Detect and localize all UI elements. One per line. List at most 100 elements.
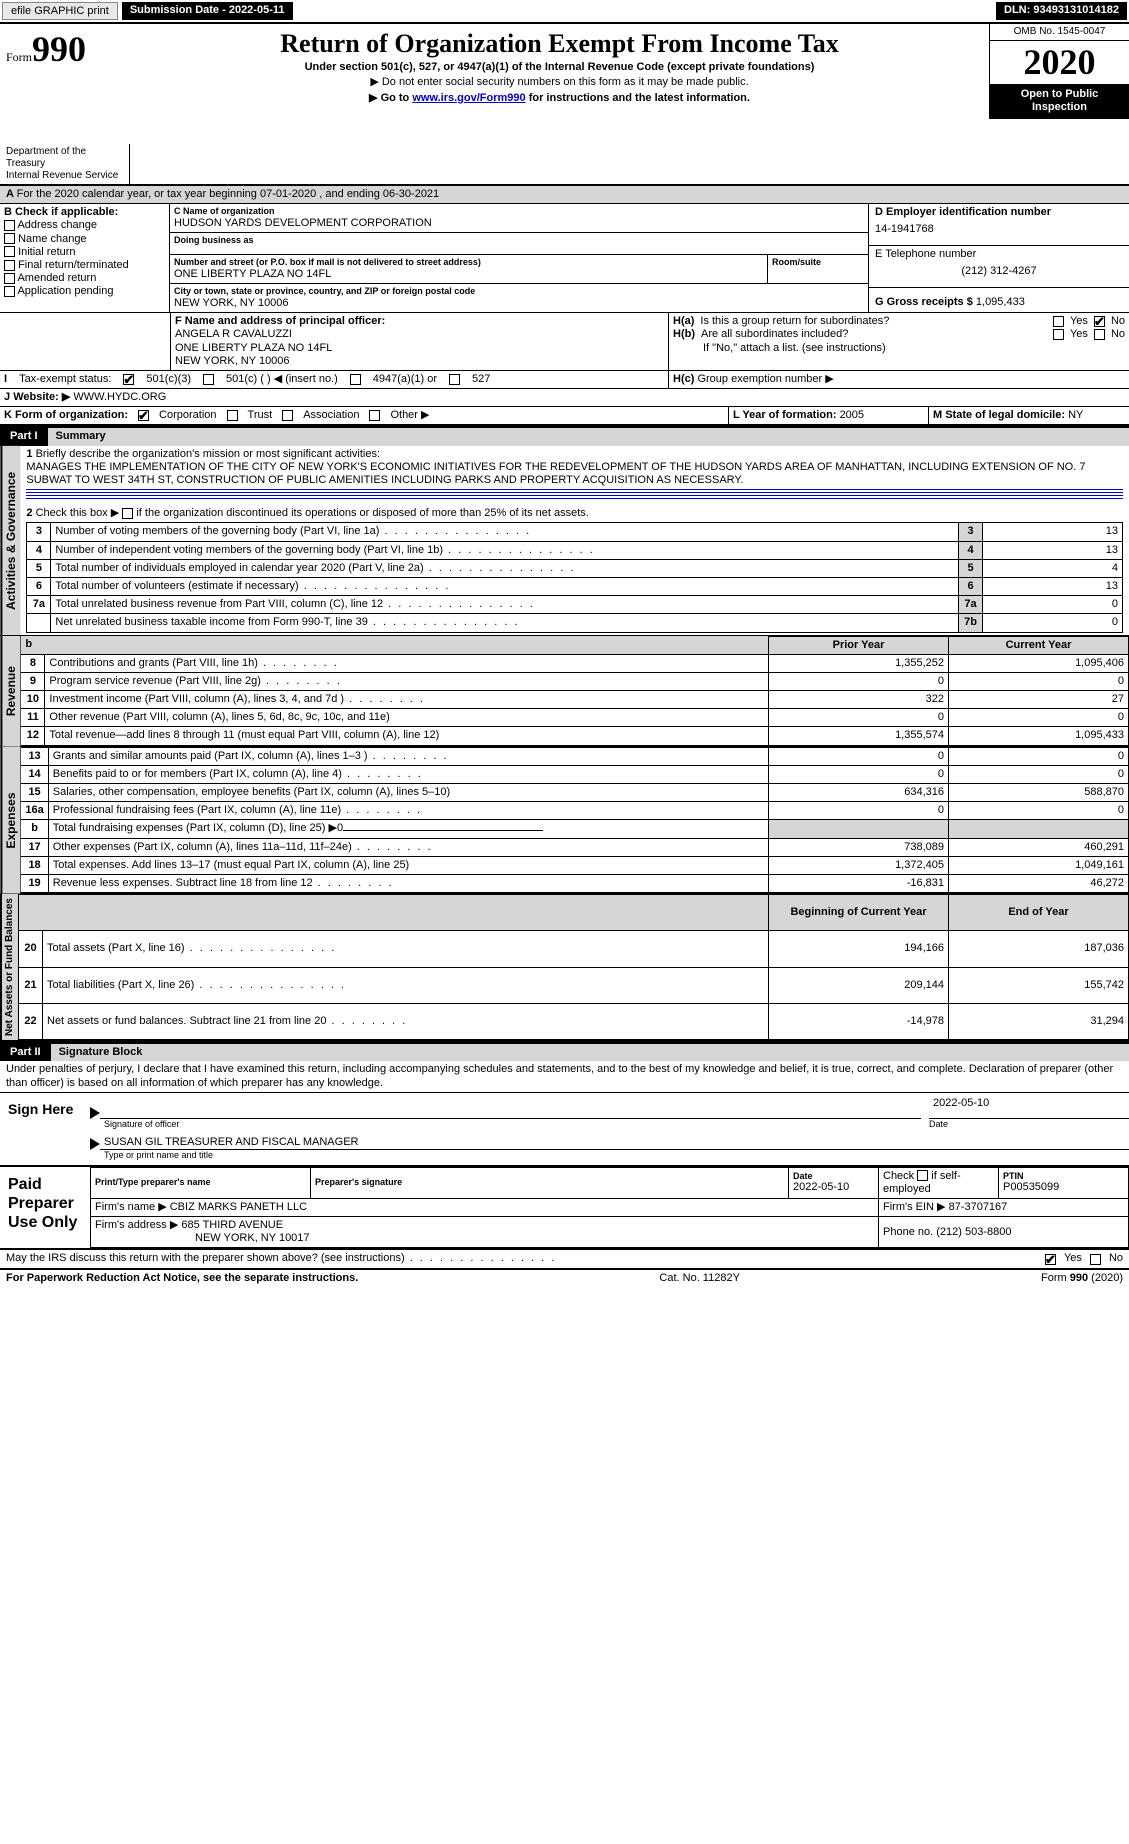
discuss-yes: Yes <box>1064 1252 1082 1265</box>
checkbox-amended[interactable] <box>4 273 15 284</box>
table-row: 14Benefits paid to or for members (Part … <box>21 765 1129 783</box>
checkbox-name-change[interactable] <box>4 233 15 244</box>
activities-governance-section: Activities & Governance 1 Briefly descri… <box>0 446 1129 636</box>
opt-501c: 501(c) ( ) ◀ (insert no.) <box>226 373 338 386</box>
net-assets-section: Net Assets or Fund Balances Beginning of… <box>0 894 1129 1042</box>
omb-number: OMB No. 1545-0047 <box>989 24 1129 41</box>
firm-ein-label: Firm's EIN ▶ <box>883 1201 949 1213</box>
arrow-icon <box>90 1138 100 1150</box>
year-formation-label: L Year of formation: <box>733 409 840 421</box>
irs-link[interactable]: www.irs.gov/Form990 <box>412 92 525 104</box>
checkbox-address-change[interactable] <box>4 220 15 231</box>
dba-label: Doing business as <box>174 235 864 246</box>
checkbox-assoc[interactable] <box>282 410 293 421</box>
ssn-warning: ▶ Do not enter social security numbers o… <box>138 76 981 89</box>
checkbox-hb-yes[interactable] <box>1053 329 1064 340</box>
paid-preparer-block: Paid Preparer Use Only Print/Type prepar… <box>0 1167 1129 1251</box>
tax-year-range: For the 2020 calendar year, or tax year … <box>17 188 440 200</box>
preparer-table: Print/Type preparer's name Preparer's si… <box>90 1167 1129 1249</box>
q1-text: Briefly describe the organization's miss… <box>36 448 380 460</box>
checkbox-discuss-yes[interactable] <box>1045 1254 1056 1265</box>
table-row: 7aTotal unrelated business revenue from … <box>27 596 1123 614</box>
mission-text: MANAGES THE IMPLEMENTATION OF THE CITY O… <box>26 461 1123 487</box>
table-row: 11Other revenue (Part VIII, column (A), … <box>21 709 1129 727</box>
table-row: 10Investment income (Part VIII, column (… <box>21 691 1129 709</box>
footer-left: For Paperwork Reduction Act Notice, see … <box>6 1272 358 1285</box>
footer: For Paperwork Reduction Act Notice, see … <box>0 1268 1129 1287</box>
checkbox-hb-no[interactable] <box>1094 329 1105 340</box>
end-year-hdr: End of Year <box>949 895 1129 931</box>
checkbox-discuss-no[interactable] <box>1090 1254 1101 1265</box>
checkbox-initial-return[interactable] <box>4 246 15 257</box>
revenue-section: Revenue bPrior YearCurrent Year 8Contrib… <box>0 636 1129 747</box>
officer-print-name: SUSAN GIL TREASURER AND FISCAL MANAGER <box>100 1136 1129 1150</box>
checkbox-ha-no[interactable] <box>1094 316 1105 327</box>
table-row: 9Program service revenue (Part VIII, lin… <box>21 672 1129 690</box>
table-row: 22Net assets or fund balances. Subtract … <box>19 1003 1129 1039</box>
begin-year-hdr: Beginning of Current Year <box>769 895 949 931</box>
identity-grid: B Check if applicable: Address change Na… <box>0 204 1129 313</box>
tax-year: 2020 <box>989 41 1129 84</box>
opt-trust: Trust <box>248 409 273 422</box>
table-row: 12Total revenue—add lines 8 through 11 (… <box>21 727 1129 745</box>
website-label: Website: ▶ <box>13 391 70 403</box>
checkbox-trust[interactable] <box>227 410 238 421</box>
city-label: City or town, state or province, country… <box>174 286 864 297</box>
opt-501c3: 501(c)(3) <box>146 373 191 386</box>
arrow-icon <box>90 1107 100 1119</box>
public-line1: Open to Public <box>1021 88 1099 100</box>
checkbox-final-return[interactable] <box>4 260 15 271</box>
table-row: 13Grants and similar amounts paid (Part … <box>21 747 1129 765</box>
checkbox-corp[interactable] <box>138 410 149 421</box>
net-assets-table: Beginning of Current YearEnd of Year 20T… <box>18 894 1129 1040</box>
q2-text: Check this box ▶ if the organization dis… <box>36 507 589 519</box>
gross-receipts-value: 1,095,433 <box>976 296 1025 308</box>
revenue-table: bPrior YearCurrent Year 8Contributions a… <box>20 636 1129 746</box>
table-row: 15Salaries, other compensation, employee… <box>21 784 1129 802</box>
checkbox-discontinued[interactable] <box>122 508 133 519</box>
table-row: 20Total assets (Part X, line 16)194,1661… <box>19 931 1129 967</box>
officer-name: ANGELA R CAVALUZZI <box>175 328 664 341</box>
line-value: 13 <box>983 523 1123 541</box>
table-row: bTotal fundraising expenses (Part IX, co… <box>21 820 1129 838</box>
table-row: 21Total liabilities (Part X, line 26)209… <box>19 967 1129 1003</box>
perjury-declaration: Under penalties of perjury, I declare th… <box>0 1061 1129 1092</box>
checkbox-self-employed[interactable] <box>917 1170 928 1181</box>
table-row: 6Total number of volunteers (estimate if… <box>27 577 1123 595</box>
row-klm: K Form of organization: Corporation Trus… <box>0 407 1129 426</box>
checkbox-other[interactable] <box>369 410 380 421</box>
dept-line2: Internal Revenue Service <box>6 170 118 181</box>
prior-year-hdr: Prior Year <box>769 636 949 654</box>
table-row: 3Number of voting members of the governi… <box>27 523 1123 541</box>
expenses-section: Expenses 13Grants and similar amounts pa… <box>0 747 1129 895</box>
checkbox-4947[interactable] <box>350 374 361 385</box>
checkbox-527[interactable] <box>449 374 460 385</box>
box-b: B Check if applicable: Address change Na… <box>0 204 170 312</box>
firm-name-value: CBIZ MARKS PANETH LLC <box>170 1201 307 1213</box>
table-row: 16aProfessional fundraising fees (Part I… <box>21 802 1129 820</box>
ha-no: No <box>1111 315 1125 328</box>
firm-addr2: NEW YORK, NY 10017 <box>95 1232 310 1244</box>
officer-label: F Name and address of principal officer: <box>175 315 664 328</box>
hb-text: Are all subordinates included? <box>701 328 1047 341</box>
opt-assoc: Association <box>303 409 359 422</box>
checkbox-501c3[interactable] <box>123 374 134 385</box>
phone-label: E Telephone number <box>875 248 1123 261</box>
topbar: efile GRAPHIC print Submission Date - 20… <box>0 0 1129 24</box>
efile-print-button[interactable]: efile GRAPHIC print <box>2 2 118 20</box>
street-address: ONE LIBERTY PLAZA NO 14FL <box>174 268 763 281</box>
checkbox-ha-yes[interactable] <box>1053 316 1064 327</box>
table-row: 17Other expenses (Part IX, column (A), l… <box>21 838 1129 856</box>
goto-pre: ▶ Go to <box>369 92 412 104</box>
fh-grid: F Name and address of principal officer:… <box>0 313 1129 371</box>
city-state-zip: NEW YORK, NY 10006 <box>174 297 864 310</box>
part2-title: Signature Block <box>51 1044 1129 1061</box>
checkbox-501c[interactable] <box>203 374 214 385</box>
opt-initial-return: Initial return <box>18 246 75 258</box>
firm-ein-value: 87-3707167 <box>949 1201 1008 1213</box>
firm-addr1: 685 THIRD AVENUE <box>181 1219 283 1231</box>
year-formation-value: 2005 <box>840 409 864 421</box>
checkbox-app-pending[interactable] <box>4 286 15 297</box>
discuss-no: No <box>1109 1252 1123 1265</box>
gross-receipts-label: G Gross receipts $ <box>875 296 976 308</box>
